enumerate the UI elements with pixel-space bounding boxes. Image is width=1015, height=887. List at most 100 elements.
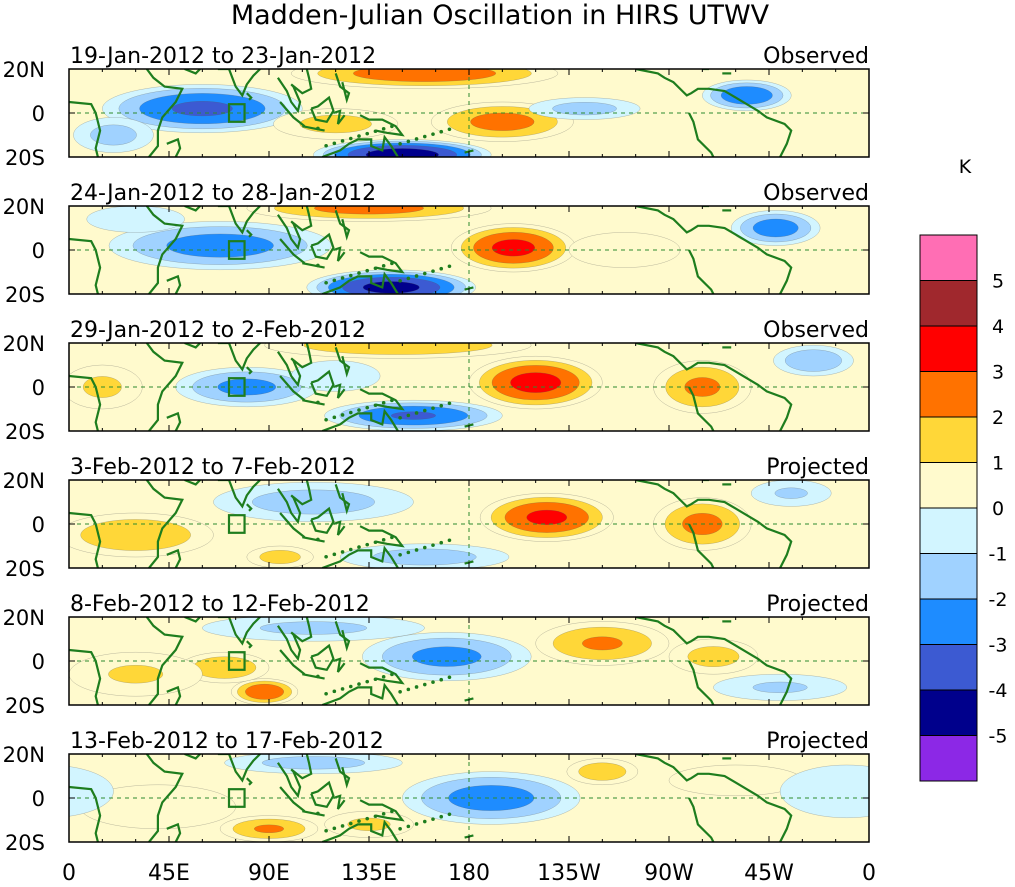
island-dot (398, 279, 402, 283)
island-dot (332, 826, 337, 831)
coastline (145, 343, 184, 431)
coastline (321, 408, 399, 431)
island-dot (439, 814, 444, 819)
island-dot (348, 684, 353, 689)
island-dot (381, 538, 386, 542)
island-dot (447, 538, 452, 543)
coastline (166, 822, 182, 842)
contour-band (108, 665, 164, 684)
island-dot (365, 131, 370, 136)
contour-band (526, 509, 568, 525)
coastline (276, 343, 313, 388)
y-tick-label: 20N (3, 469, 45, 493)
panel-6: 20N 0 20S 13-Feb-2012 to 17-Feb-2012 Project… (3, 729, 870, 855)
island-dot (324, 828, 328, 833)
contour-band (192, 656, 257, 679)
y-tick-label: 20S (5, 146, 45, 170)
coastline (184, 343, 201, 349)
island-dot (431, 406, 435, 410)
coastline (246, 503, 253, 512)
coastline (69, 511, 102, 568)
island-dot (357, 408, 361, 412)
island-dot (381, 401, 386, 405)
y-tick-label: 20S (5, 557, 45, 581)
y-tick-label: 0 (32, 239, 45, 263)
coastline (321, 682, 399, 705)
island-dot (316, 537, 320, 542)
island-dot (398, 553, 402, 557)
island-dot (373, 129, 378, 134)
island-dot (406, 824, 411, 829)
panel-date-label: 29-Jan-2012 to 2-Feb-2012 (70, 318, 366, 343)
island-dot (422, 545, 427, 550)
coastline (302, 810, 325, 817)
contour-band (752, 218, 799, 238)
contour-band (552, 102, 617, 116)
coastline (359, 388, 405, 411)
island-dot (431, 680, 435, 684)
coastline (279, 512, 306, 539)
coastlines (69, 754, 793, 842)
colorbar-units: K (959, 156, 972, 178)
x-tick-label: 90W (644, 861, 694, 886)
island-dot (357, 682, 361, 686)
coastline (635, 69, 793, 157)
coastline (334, 621, 351, 652)
island-dot (414, 274, 419, 278)
coastline (688, 660, 715, 705)
colorbar-label: -4 (989, 680, 1008, 702)
coastline (246, 640, 253, 649)
island-dot (439, 266, 444, 271)
contour-band (261, 756, 365, 770)
island-dot (406, 413, 411, 418)
coastline (310, 643, 335, 672)
island-dot (348, 273, 353, 278)
panel-status-label: Observed (763, 181, 869, 206)
panel-2: 20N 0 20S 24-Jan-2012 to 28-Jan-2012 Observe… (3, 181, 870, 307)
coastline (635, 617, 793, 705)
coastline (310, 780, 335, 809)
x-axis: 0 45E 90E 135E 180 135W 90W 45W 0 (62, 861, 876, 886)
panel-status-label: Projected (766, 455, 869, 480)
coastline (145, 206, 184, 294)
island-dot (439, 677, 444, 682)
coastline (333, 109, 346, 125)
y-tick-label: 20N (3, 332, 45, 356)
coastline (276, 754, 313, 799)
island-dot (431, 543, 435, 547)
island-dot (324, 554, 328, 559)
y-tick-label: 0 (32, 787, 45, 811)
island-dot (357, 545, 361, 549)
island-dot (447, 675, 452, 680)
coastline (359, 799, 405, 822)
coastline (246, 777, 253, 786)
coastline (310, 232, 335, 261)
contour-band (259, 621, 368, 635)
coastline (310, 369, 335, 398)
x-tick-label: 135W (537, 861, 601, 886)
coastline (145, 69, 184, 157)
coastline (166, 274, 182, 294)
contour-band (510, 372, 562, 393)
contour-band (245, 683, 285, 700)
panel-5: 20N 0 20S 8-Feb-2012 to 12-Feb-2012 Projecte… (3, 592, 870, 718)
coastline (333, 794, 346, 810)
island-dot (365, 816, 370, 821)
colorbar-label: -2 (989, 589, 1008, 611)
colorbar-swatch (919, 644, 978, 691)
island-dot (340, 550, 345, 554)
x-tick-label: 0 (62, 861, 76, 886)
coastline (635, 206, 793, 294)
y-tick-label: 20S (5, 831, 45, 855)
panel-date-label: 24-Jan-2012 to 28-Jan-2012 (70, 181, 376, 206)
coastline (276, 69, 313, 114)
coastline (279, 649, 306, 676)
island-dot (316, 811, 320, 816)
y-tick-label: 20N (3, 606, 45, 630)
colorbar-swatch (919, 689, 978, 736)
island-dot (390, 398, 394, 403)
island-dot (398, 827, 402, 831)
panel-date-label: 8-Feb-2012 to 12-Feb-2012 (70, 592, 370, 617)
island-dot (340, 413, 345, 417)
